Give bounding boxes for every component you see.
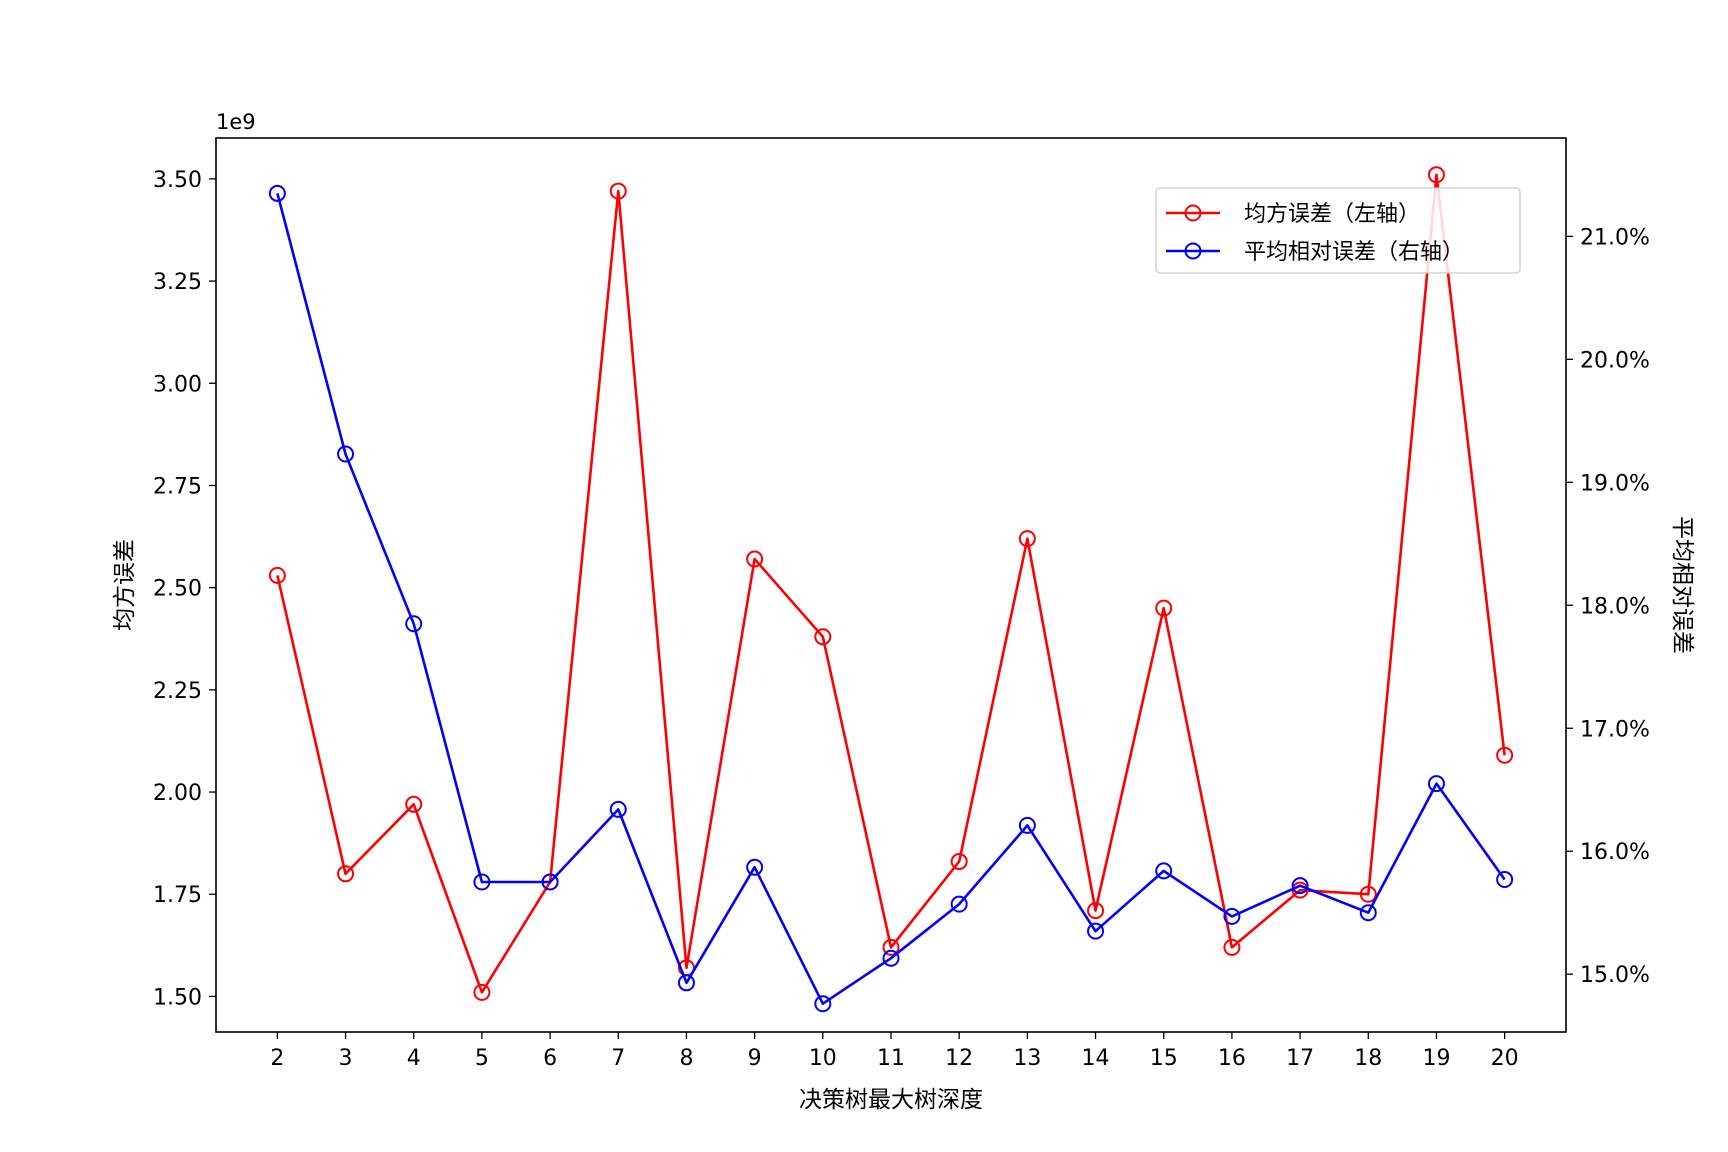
data-point-mre: [950, 895, 968, 913]
y-left-tick-label: 3.50: [153, 168, 202, 193]
x-tick-label: 5: [475, 1046, 489, 1071]
y-left-tick-label: 2.00: [153, 781, 202, 806]
legend-marker-mse: [1184, 204, 1202, 222]
data-point-mre: [1087, 922, 1105, 940]
y-right-axis-label: 平均相对误差: [1669, 516, 1695, 654]
y-left-tick-label: 3.00: [153, 372, 202, 397]
y-right-tick-label: 16.0%: [1580, 840, 1650, 865]
x-axis: 2 3 4 5 6 7 8 9 10 11 12 13 14 15 16 17 18 19 20: [270, 1032, 1519, 1071]
x-tick-label: 14: [1082, 1046, 1110, 1071]
x-tick-label: 13: [1013, 1046, 1041, 1071]
y-right-tick-label: 15.0%: [1580, 963, 1650, 988]
y-right-tick-label: 21.0%: [1580, 225, 1650, 250]
data-point-mre: [1359, 904, 1377, 922]
data-point-mre: [473, 873, 491, 891]
x-tick-label: 8: [679, 1046, 693, 1071]
data-point-mre: [541, 873, 559, 891]
x-tick-label: 16: [1218, 1046, 1246, 1071]
data-point-mre: [337, 445, 355, 463]
x-tick-label: 2: [270, 1046, 284, 1071]
x-tick-label: 12: [945, 1046, 973, 1071]
y-left-tick-label: 1.50: [153, 985, 202, 1010]
x-axis-label: 决策树最大树深度: [799, 1087, 983, 1113]
data-point-mse: [882, 938, 900, 956]
x-tick-label: 6: [543, 1046, 557, 1071]
data-point-mse: [1359, 885, 1377, 903]
y-left-tick-label: 2.25: [153, 679, 202, 704]
data-point-mse: [1427, 166, 1445, 184]
legend-frame: [1155, 187, 1521, 274]
x-tick-label: 10: [809, 1046, 837, 1071]
data-point-mse: [950, 853, 968, 871]
data-point-mre: [1291, 877, 1309, 895]
data-point-mse: [337, 865, 355, 883]
data-point-mre: [1496, 871, 1514, 889]
data-point-mse: [609, 182, 627, 200]
data-point-mre: [1223, 907, 1241, 925]
legend: 均方误差（左轴） 平均相对误差（右轴）: [1155, 187, 1521, 274]
data-point-mse: [473, 983, 491, 1001]
y-right-tick-label: 19.0%: [1580, 471, 1650, 496]
y-right-tick-label: 20.0%: [1580, 348, 1650, 373]
y-right-tick-label: 17.0%: [1580, 717, 1650, 742]
x-tick-label: 17: [1286, 1046, 1314, 1071]
y-left-tick-label: 3.25: [153, 270, 202, 295]
data-point-mse: [268, 566, 286, 584]
data-point-mre: [405, 615, 423, 633]
data-point-mse: [1496, 746, 1514, 764]
data-point-mre: [609, 800, 627, 818]
series-line-mre: [276, 192, 1506, 1006]
x-tick-label: 7: [611, 1046, 625, 1071]
x-tick-label: 4: [407, 1046, 421, 1071]
y-right-axis: 15.0% 16.0% 17.0% 18.0% 19.0% 20.0% 21.0%: [1566, 225, 1650, 988]
y-left-axis-label: 均方误差: [112, 539, 138, 631]
x-tick-label: 3: [339, 1046, 353, 1071]
legend-label-mse: 均方误差（左轴）: [1244, 202, 1420, 227]
data-point-mse: [1223, 938, 1241, 956]
legend-marker-mre: [1184, 242, 1202, 260]
data-point-mre: [1155, 862, 1173, 880]
x-tick-label: 11: [877, 1046, 905, 1071]
x-tick-label: 20: [1491, 1046, 1519, 1071]
y-left-tick-label: 1.75: [153, 883, 202, 908]
x-tick-label: 15: [1150, 1046, 1178, 1071]
legend-label-mre: 平均相对误差（右轴）: [1244, 240, 1464, 265]
x-tick-label: 19: [1422, 1046, 1450, 1071]
data-point-mse: [814, 628, 832, 646]
data-point-mse: [405, 795, 423, 813]
data-point-mse: [1155, 599, 1173, 617]
data-point-mse: [746, 550, 764, 568]
data-point-mre: [1427, 775, 1445, 793]
series-line-mse: [276, 173, 1506, 994]
y-left-axis: 1.50 1.75 2.00 2.25 2.50 2.75 3.00 3.25 3.50: [153, 168, 216, 1010]
y-left-tick-label: 2.50: [153, 577, 202, 602]
x-tick-label: 18: [1354, 1046, 1382, 1071]
data-point-mse: [1018, 530, 1036, 548]
data-point-mre: [882, 949, 900, 967]
data-point-mre: [1018, 816, 1036, 834]
y-left-tick-label: 2.75: [153, 474, 202, 499]
data-point-mre: [677, 974, 695, 992]
data-point-mse: [1087, 902, 1105, 920]
data-point-mre: [746, 858, 764, 876]
series-layer: [268, 166, 1514, 1013]
data-point-mre: [268, 184, 286, 202]
x-tick-label: 9: [748, 1046, 762, 1071]
data-point-mre: [814, 995, 832, 1013]
left-axis-offset-text: 1e9: [216, 110, 256, 134]
y-right-tick-label: 18.0%: [1580, 594, 1650, 619]
